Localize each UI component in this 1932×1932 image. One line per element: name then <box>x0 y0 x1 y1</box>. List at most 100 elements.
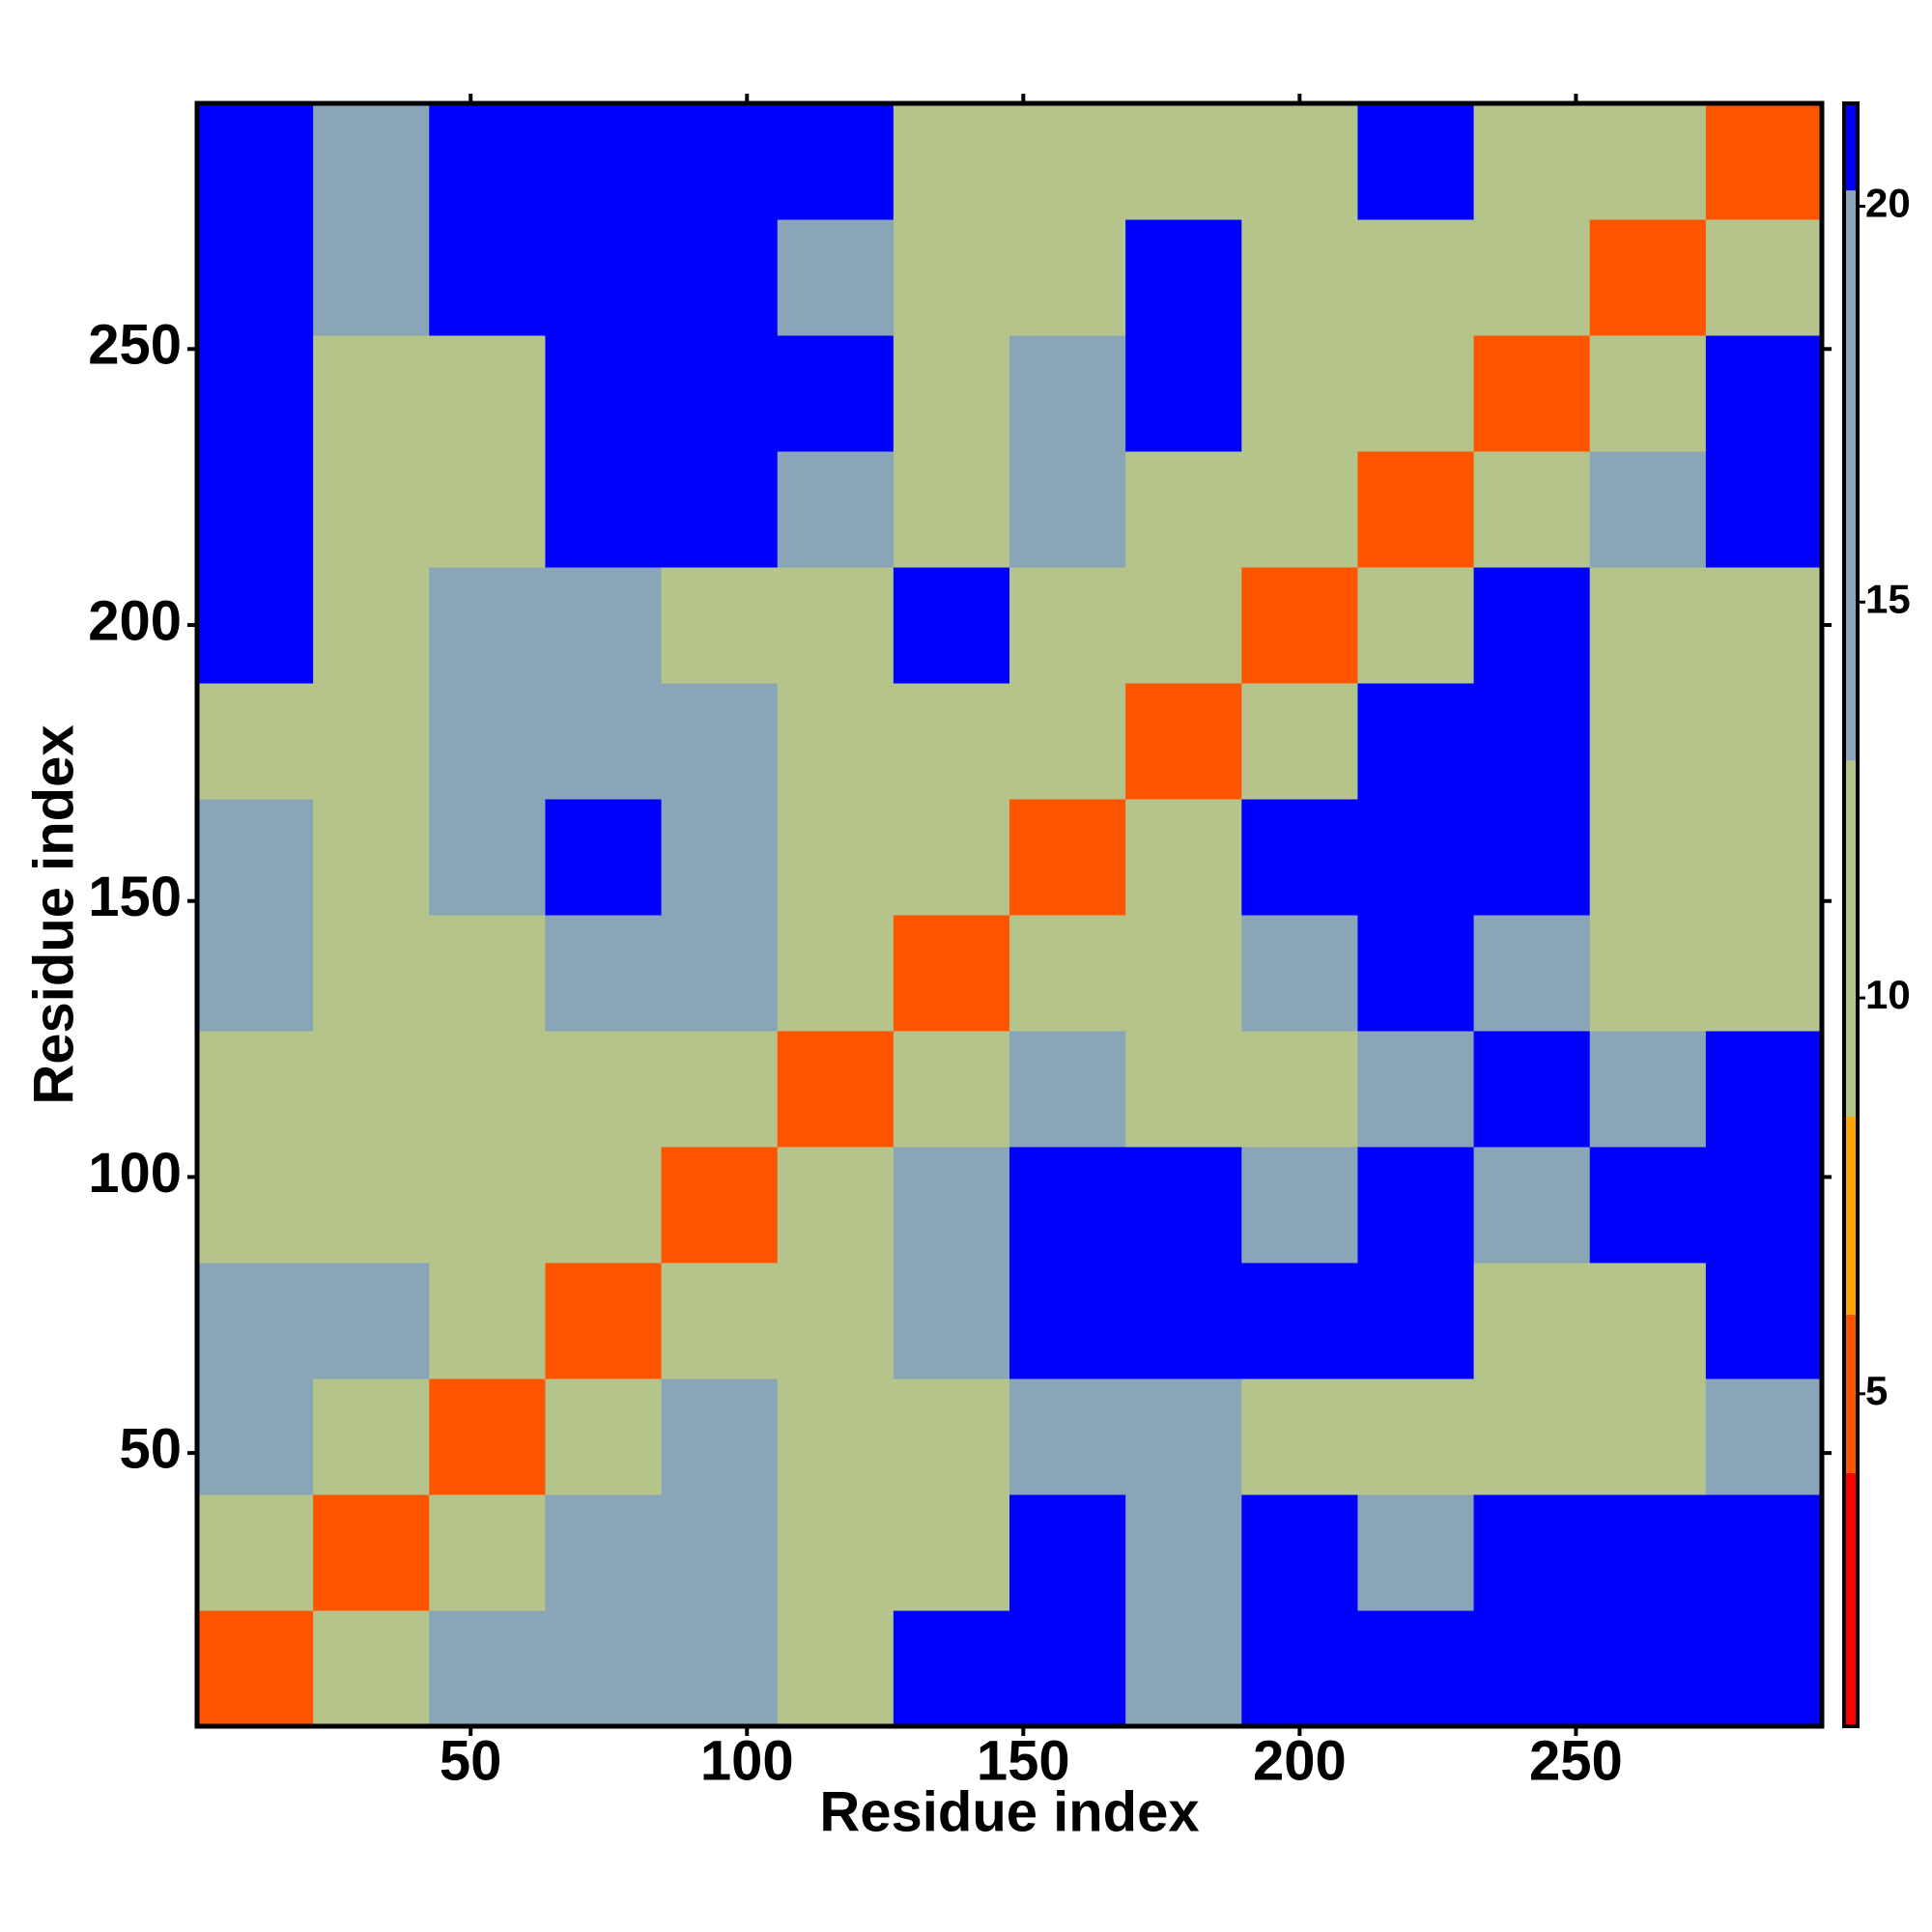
heatmap-cell <box>1125 567 1242 684</box>
heatmap-cell <box>1589 683 1707 800</box>
heatmap-cell <box>1705 1494 1823 1611</box>
heatmap-cell <box>893 451 1010 568</box>
heatmap-cell <box>1357 1378 1475 1495</box>
heatmap-cell <box>1589 219 1707 336</box>
heatmap-cell <box>777 335 895 452</box>
heatmap-cell <box>1705 915 1823 1032</box>
heatmap-cell <box>545 1263 663 1379</box>
heatmap-cell <box>661 683 779 800</box>
heatmap-cell <box>1705 683 1823 800</box>
colorbar-segment <box>1844 1472 1858 1726</box>
heatmap-cell <box>197 1494 314 1611</box>
colorbar-segment <box>1844 103 1858 191</box>
heatmap-cell <box>1705 451 1823 568</box>
heatmap-cell <box>1357 335 1475 452</box>
heatmap-cell <box>1241 799 1358 916</box>
heatmap-cell <box>1009 1378 1126 1495</box>
heatmap-cell <box>545 1147 663 1264</box>
heatmap-cell <box>1589 1494 1707 1611</box>
heatmap-cell <box>313 103 430 220</box>
heatmap-cell <box>1473 451 1591 568</box>
heatmap-cell <box>1589 1378 1707 1495</box>
heatmap-cell <box>1009 335 1126 452</box>
heatmap-cell <box>661 335 779 452</box>
heatmap-cell <box>1473 1610 1591 1727</box>
heatmap-cell <box>197 103 314 220</box>
heatmap-cell <box>661 567 779 684</box>
heatmap-cell <box>777 1263 895 1379</box>
heatmap-cell <box>1705 799 1823 916</box>
heatmap-cell <box>1241 567 1358 684</box>
heatmap-cell <box>777 799 895 916</box>
heatmap-cell <box>429 1031 546 1148</box>
heatmap-cell <box>661 1610 779 1727</box>
heatmap-cell <box>893 1147 1010 1264</box>
heatmap-cell <box>545 1494 663 1611</box>
heatmap-cell <box>1125 219 1242 336</box>
heatmap-cell <box>893 335 1010 452</box>
heatmap-cell <box>1009 451 1126 568</box>
y-tick-label: 100 <box>88 1142 182 1205</box>
heatmap-cell <box>1357 799 1475 916</box>
heatmap-cell <box>1241 915 1358 1032</box>
heatmap-cell <box>1125 799 1242 916</box>
heatmap-cell <box>197 1031 314 1148</box>
heatmap-cell <box>313 1031 430 1148</box>
heatmap-cell <box>893 567 1010 684</box>
heatmap-cell <box>429 567 546 684</box>
heatmap-cell <box>313 1263 430 1379</box>
heatmap-cell <box>313 1147 430 1264</box>
heatmap-cell <box>197 683 314 800</box>
heatmap-cell <box>1009 219 1126 336</box>
heatmap-cell <box>1125 1494 1242 1611</box>
heatmap-cell <box>1009 103 1126 220</box>
heatmap-cell <box>545 683 663 800</box>
heatmap-cell <box>313 219 430 336</box>
heatmap-cell <box>545 799 663 916</box>
heatmap-cell <box>313 1378 430 1495</box>
heatmap-cell <box>1241 1610 1358 1727</box>
heatmap-cell <box>1009 683 1126 800</box>
heatmap-cell <box>197 567 314 684</box>
heatmap-cell <box>1473 1494 1591 1611</box>
plot-frame <box>194 100 1825 1729</box>
heatmap-cell <box>197 335 314 452</box>
heatmap-cell <box>1473 1263 1591 1379</box>
heatmap-cell <box>545 567 663 684</box>
heatmap-cell <box>1589 335 1707 452</box>
colorbar-tick-label: 10 <box>1865 972 1911 1017</box>
heatmap-cell <box>1357 683 1475 800</box>
colorbar-tick-label: 5 <box>1865 1368 1888 1413</box>
heatmap-cell <box>1473 567 1591 684</box>
heatmap-cell <box>197 451 314 568</box>
x-axis-title: Residue index <box>819 1780 1199 1843</box>
heatmap-cell <box>545 1031 663 1148</box>
colorbar-segment <box>1844 760 1858 1117</box>
heatmap-cell <box>1009 1031 1126 1148</box>
heatmap-cell <box>1241 1378 1358 1495</box>
x-tick-label: 50 <box>440 1729 502 1792</box>
heatmap-cell <box>197 1263 314 1379</box>
heatmap-cell <box>777 103 895 220</box>
colorbar-segment <box>1844 1314 1858 1473</box>
heatmap-cell <box>777 1031 895 1148</box>
heatmap-cell <box>545 915 663 1032</box>
heatmap-cell <box>1241 451 1358 568</box>
heatmap-cell <box>1589 1263 1707 1379</box>
heatmap-cell <box>1125 103 1242 220</box>
heatmap-cell <box>1241 219 1358 336</box>
heatmap-cell <box>1009 1494 1126 1611</box>
heatmap-cell <box>661 103 779 220</box>
heatmap-cell <box>1125 1147 1242 1264</box>
heatmap-cell <box>1705 567 1823 684</box>
heatmap-cell <box>1705 1147 1823 1264</box>
heatmap-cell <box>545 1610 663 1727</box>
heatmap-cell <box>429 335 546 452</box>
heatmap-cell <box>777 1147 895 1264</box>
heatmap-cell <box>1705 1263 1823 1379</box>
heatmap-cell <box>429 451 546 568</box>
heatmap-cell <box>1241 1147 1358 1264</box>
heatmap-cell <box>1705 1610 1823 1727</box>
